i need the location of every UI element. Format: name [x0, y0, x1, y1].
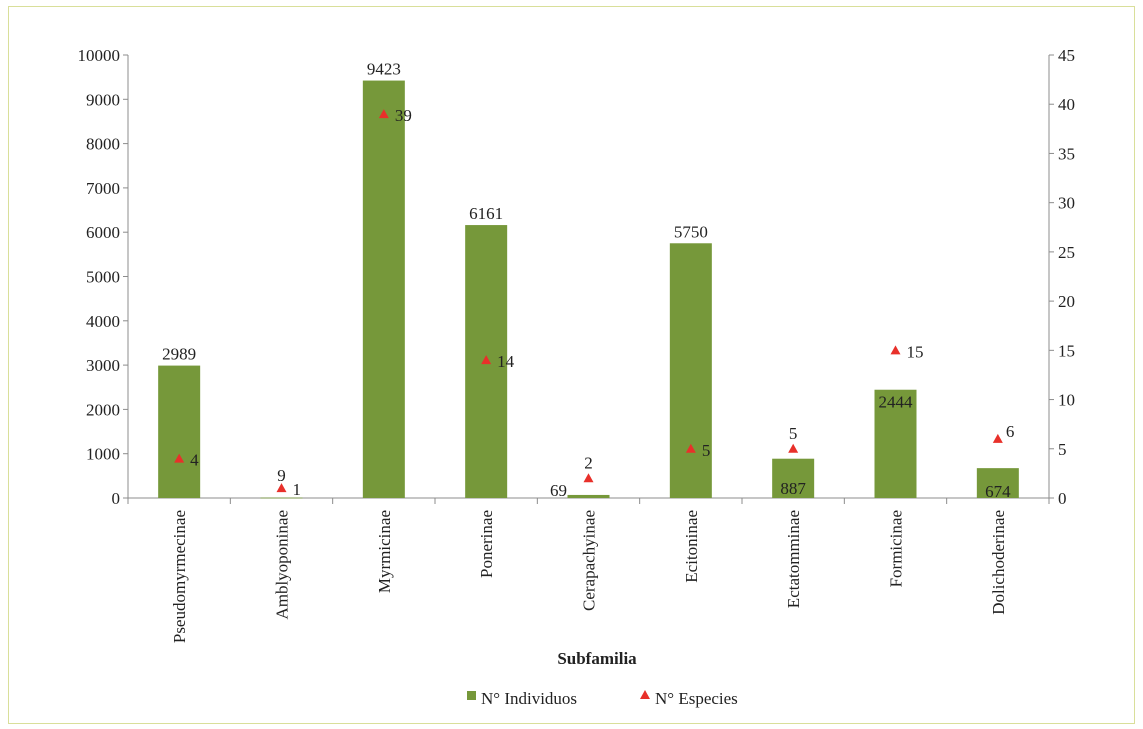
markers [174, 109, 1003, 493]
category-label: Cerapachyinae [580, 510, 599, 611]
y-tick-label-right: 25 [1058, 243, 1075, 262]
bar-label-individuos: 9423 [367, 60, 401, 79]
y-tick-label-right: 40 [1058, 95, 1075, 114]
legend-label-especies: N° Especies [655, 689, 738, 708]
marker-label-especies: 5 [702, 441, 711, 460]
category-label: Dolichoderinae [989, 510, 1008, 615]
marker-label-especies: 14 [497, 352, 514, 371]
y-tick-label-left: 6000 [86, 223, 120, 242]
data-labels: 2989 4 91 9423 39 6161 14 69 2 5750 5 887 5 2444 15 674… [162, 60, 1014, 501]
marker-label-especies: 4 [190, 451, 199, 470]
bar-label-individuos: 674 [985, 482, 1011, 501]
y-tick-label-right: 0 [1058, 489, 1067, 508]
bar-individuos [567, 494, 610, 498]
marker-especies [788, 443, 799, 453]
y-tick-label-left: 2000 [86, 400, 120, 419]
y-tick-label-right: 35 [1058, 144, 1075, 163]
y-tick-label-right: 30 [1058, 194, 1075, 213]
y-tick-label-left: 8000 [86, 135, 120, 154]
bar-individuos [158, 365, 201, 498]
y-tick-label-right: 5 [1058, 440, 1067, 459]
marker-label-especies: 6 [1006, 422, 1015, 441]
bar-individuos [976, 468, 1019, 498]
marker-label-especies: 2 [584, 453, 593, 472]
bar-label-individuos: 887 [780, 479, 806, 498]
marker-especies [174, 453, 185, 463]
legend-swatch-individuos [467, 691, 476, 700]
marker-label-especies: 1 [293, 480, 302, 499]
bar-label-individuos: 69 [550, 481, 567, 500]
y-tick-label-left: 7000 [86, 179, 120, 198]
marker-especies [378, 109, 389, 119]
category-label: Ponerinae [477, 510, 496, 578]
y-tick-label-left: 5000 [86, 268, 120, 287]
marker-especies [992, 433, 1003, 443]
bar-label-individuos: 2444 [879, 393, 914, 412]
legend-label-individuos: N° Individuos [481, 689, 577, 708]
x-axis-title: Subfamilia [557, 649, 637, 668]
bar-individuos [772, 458, 815, 498]
y-tick-label-left: 3000 [86, 356, 120, 375]
y-tick-label-left: 4000 [86, 312, 120, 331]
category-label: Amblyoponinae [273, 510, 292, 620]
bar-label-individuos: 6161 [469, 204, 503, 223]
bars [158, 80, 1019, 499]
y-tick-label-right: 10 [1058, 391, 1075, 410]
category-label: Ectatomminae [784, 510, 803, 608]
y-tick-label-left: 1000 [86, 445, 120, 464]
bar-individuos [669, 243, 712, 498]
category-label: Formicinae [887, 510, 906, 587]
axes: 0100020003000400050006000700080009000100… [78, 46, 1076, 508]
category-label: Pseudomyrmecinae [170, 510, 189, 643]
category-label: Myrmicinae [375, 510, 394, 593]
y-tick-label-right: 20 [1058, 292, 1075, 311]
y-tick-label-left: 0 [112, 489, 121, 508]
category-labels: Pseudomyrmecinae Amblyoponinae Myrmicinae P… [170, 510, 1008, 643]
marker-label-especies: 15 [907, 342, 924, 361]
y-tick-label-right: 15 [1058, 341, 1075, 360]
marker-especies [481, 355, 492, 365]
y-tick-label-left: 9000 [86, 90, 120, 109]
chart-frame: 0 1000 2000 3000 4000 5000 6000 7000 8000 9000 100… [8, 6, 1135, 724]
legend-marker-especies [640, 690, 650, 699]
chart: 0100020003000400050006000700080009000100… [78, 46, 1076, 708]
bar-label-individuos: 5750 [674, 222, 708, 241]
marker-especies [583, 473, 594, 483]
legend: N° Individuos N° Especies [467, 689, 738, 708]
bar-individuos [874, 389, 917, 498]
category-label: Ecitoninae [682, 510, 701, 583]
marker-especies [276, 483, 287, 493]
marker-especies [685, 443, 696, 453]
bar-individuos [362, 80, 405, 498]
bar-label-individuos: 2989 [162, 345, 196, 364]
marker-label-especies: 39 [395, 106, 412, 125]
bar-individuos [260, 497, 303, 499]
y-tick-label-right: 45 [1058, 46, 1075, 65]
y-tick-label-left: 10000 [78, 46, 121, 65]
marker-especies [890, 345, 901, 355]
bar-label-individuos: 9 [277, 466, 286, 485]
marker-label-especies: 5 [789, 424, 798, 443]
